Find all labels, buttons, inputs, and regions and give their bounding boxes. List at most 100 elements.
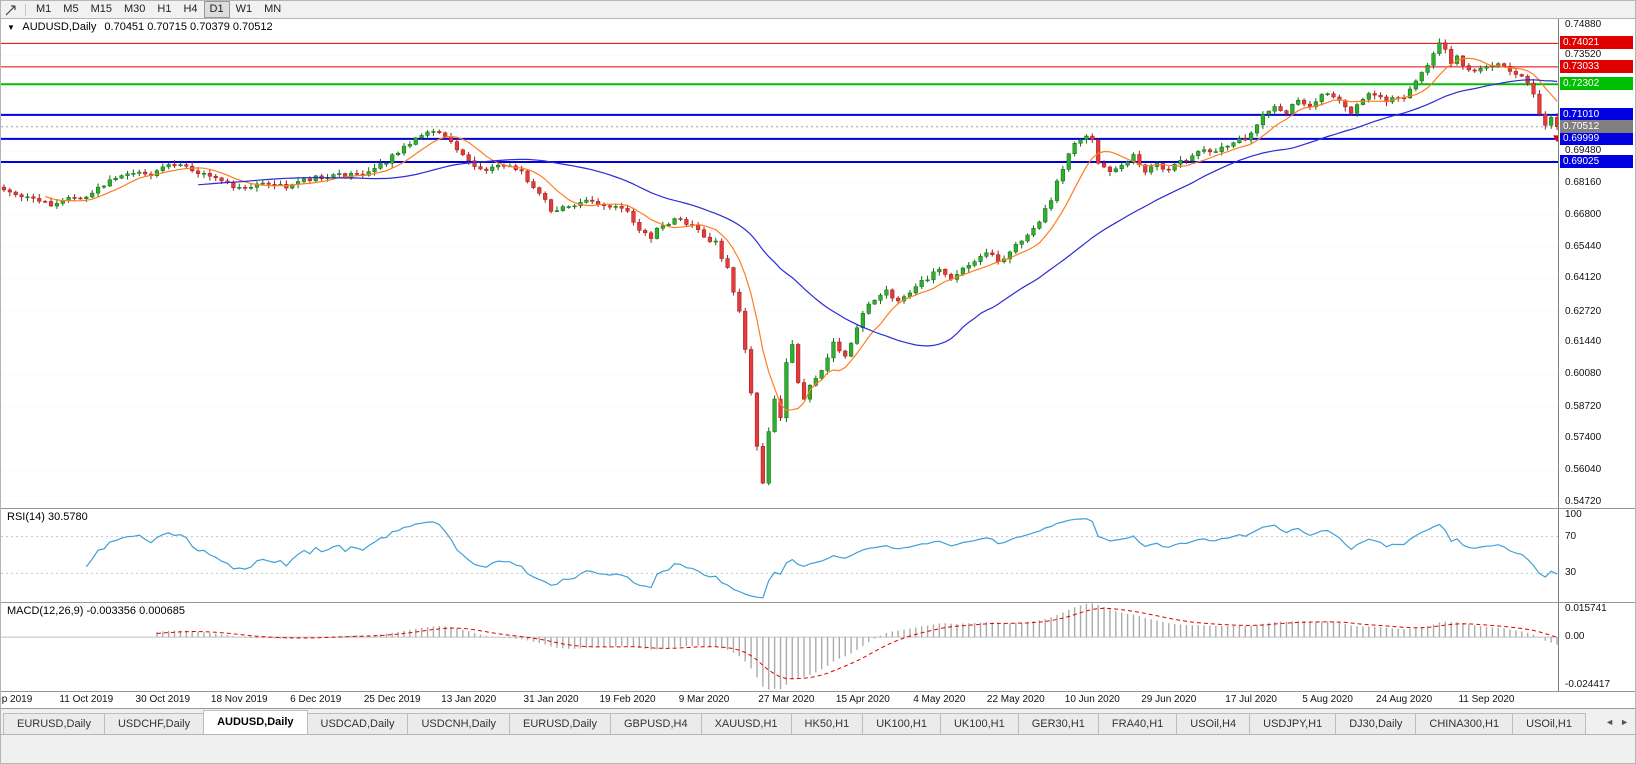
price-tick: 0.74880 bbox=[1565, 19, 1602, 30]
price-tick: 0.56040 bbox=[1565, 464, 1602, 476]
chart-tab-usdchf-daily[interactable]: USDCHF,Daily bbox=[103, 713, 205, 734]
tab-scroll-controls: ◄ ► bbox=[1599, 709, 1635, 734]
timeframe-m30-button[interactable]: M30 bbox=[123, 3, 146, 15]
tab-scroll-left-icon[interactable]: ◄ bbox=[1605, 716, 1615, 727]
chart-tab-usdcnh-daily[interactable]: USDCNH,Daily bbox=[407, 713, 511, 734]
rsi-tick: 100 bbox=[1565, 509, 1582, 520]
price-tick: 0.54720 bbox=[1565, 495, 1602, 507]
price-tick: 0.62720 bbox=[1565, 305, 1602, 317]
chart-tab-fra40-h1[interactable]: FRA40,H1 bbox=[1097, 713, 1178, 734]
price-tick: 0.73520 bbox=[1565, 49, 1602, 61]
macd-axis[interactable]: 0.015741 0.00 -0.024417 bbox=[1558, 603, 1635, 691]
chart-tab-usdcad-daily[interactable]: USDCAD,Daily bbox=[306, 713, 409, 734]
timeframe-m5-button[interactable]: M5 bbox=[63, 3, 79, 15]
timeframe-w1-button[interactable]: W1 bbox=[235, 3, 253, 15]
macd-indicator-panel: MACD(12,26,9) -0.003356 0.000685 0.01574… bbox=[1, 602, 1635, 691]
date-tick: 10 Jun 2020 bbox=[1064, 694, 1120, 705]
chart-tab-eurusd-daily[interactable]: EURUSD,Daily bbox=[509, 713, 611, 734]
timeframe-m15-button[interactable]: M15 bbox=[90, 3, 112, 15]
price-tick: 0.69480 bbox=[1565, 145, 1602, 157]
date-tick: 6 Dec 2019 bbox=[290, 694, 342, 705]
crosshair-tool-icon[interactable] bbox=[5, 4, 17, 16]
date-tick: 30 Oct 2019 bbox=[135, 694, 191, 705]
candlestick-chart[interactable] bbox=[1, 19, 1560, 508]
date-tick: 31 Jan 2020 bbox=[523, 694, 579, 705]
price-tick: 0.65440 bbox=[1565, 241, 1602, 253]
rsi-axis[interactable]: 100 70 30 bbox=[1558, 509, 1635, 602]
rsi-tick: 70 bbox=[1565, 530, 1577, 542]
price-tick: 0.58720 bbox=[1565, 400, 1602, 412]
chart-tab-bar: EURUSD,Daily USDCHF,Daily AUDUSD,Daily USDC… bbox=[1, 708, 1635, 734]
date-tick: 19 Feb 2020 bbox=[599, 694, 656, 705]
chart-tab-dj30-daily[interactable]: DJ30,Daily bbox=[1335, 713, 1417, 734]
date-tick: 11 Oct 2019 bbox=[59, 694, 114, 705]
chart-tab-uk100-h1[interactable]: UK100,H1 bbox=[939, 713, 1019, 734]
chart-tab-ger30-h1[interactable]: GER30,H1 bbox=[1017, 713, 1099, 734]
hline-price-label: 0.69025 bbox=[1560, 155, 1633, 169]
date-tick: 27 Mar 2020 bbox=[758, 694, 815, 705]
timeframe-m1-button[interactable]: M1 bbox=[36, 3, 52, 15]
time-axis[interactable]: 23 Sep 2019 11 Oct 2019 30 Oct 2019 18 Nov … bbox=[1, 691, 1635, 708]
rsi-chart[interactable] bbox=[1, 509, 1560, 601]
current-price-label: 0.70512 bbox=[1560, 119, 1633, 133]
chart-title: ▼ AUDUSD,Daily 0.70451 0.70715 0.70379 0… bbox=[7, 21, 278, 33]
date-tick: 15 Apr 2020 bbox=[835, 694, 890, 705]
price-chart-panel: ▼ AUDUSD,Daily 0.70451 0.70715 0.70379 0… bbox=[1, 19, 1635, 508]
date-tick: 11 Sep 2020 bbox=[1458, 694, 1515, 705]
price-tick: 0.68160 bbox=[1565, 176, 1602, 188]
chart-tab-uk100-h1[interactable]: UK100,H1 bbox=[862, 713, 941, 734]
rsi-label: RSI(14) 30.5780 bbox=[7, 511, 88, 523]
chart-tab-hk50-h1[interactable]: HK50,H1 bbox=[790, 713, 864, 734]
price-tick: 0.60080 bbox=[1565, 368, 1602, 380]
price-tick: 0.64120 bbox=[1565, 272, 1602, 284]
price-tick: 0.57400 bbox=[1565, 431, 1602, 443]
price-axis[interactable]: 0.748800.735200.721600.708000.694800.681… bbox=[1558, 19, 1635, 508]
price-tick: 0.66800 bbox=[1565, 208, 1602, 220]
date-tick: 24 Aug 2020 bbox=[1376, 694, 1433, 705]
hline-price-label: 0.72302 bbox=[1560, 77, 1633, 91]
chart-tab-usoil-h1[interactable]: USOil,H1 bbox=[1512, 713, 1586, 734]
timeframe-h4-button[interactable]: H4 bbox=[183, 3, 198, 15]
date-tick: 23 Sep 2019 bbox=[1, 694, 33, 705]
chart-tab-audusd-daily[interactable]: AUDUSD,Daily bbox=[203, 710, 308, 734]
chart-tab-china300-h1[interactable]: CHINA300,H1 bbox=[1415, 713, 1514, 734]
date-tick: 22 May 2020 bbox=[986, 694, 1045, 705]
timeframe-mn-button[interactable]: MN bbox=[264, 3, 282, 15]
date-tick: 18 Nov 2019 bbox=[210, 694, 268, 705]
chart-ohlc-values: 0.70451 0.70715 0.70379 0.70512 bbox=[104, 21, 273, 33]
rsi-tick: 30 bbox=[1565, 567, 1577, 579]
hline-price-label: 0.74021 bbox=[1560, 36, 1633, 50]
toolbar-divider bbox=[25, 3, 26, 16]
status-strip bbox=[1, 734, 1635, 763]
hline-price-label: 0.69999 bbox=[1560, 131, 1633, 145]
tab-scroll-right-icon[interactable]: ► bbox=[1620, 716, 1629, 727]
chart-menu-icon[interactable]: ▼ bbox=[7, 23, 15, 32]
chart-tab-usoil-h4[interactable]: USOil,H4 bbox=[1176, 713, 1251, 734]
date-tick: 17 Jul 2020 bbox=[1225, 694, 1277, 705]
chart-tabs: EURUSD,Daily USDCHF,Daily AUDUSD,Daily USDC… bbox=[1, 710, 1599, 734]
chart-tab-eurusd-daily[interactable]: EURUSD,Daily bbox=[3, 713, 105, 734]
macd-tick: 0.015741 bbox=[1565, 603, 1607, 614]
chart-tab-usdjpy-h1[interactable]: USDJPY,H1 bbox=[1249, 713, 1337, 734]
macd-tick: 0.00 bbox=[1565, 631, 1585, 643]
chart-symbol-label: AUDUSD,Daily bbox=[22, 21, 97, 33]
hline-price-label: 0.73033 bbox=[1560, 59, 1633, 73]
date-tick: 5 Aug 2020 bbox=[1302, 694, 1353, 705]
timeframe-buttons: M1 M5 M15 M30 H1 H4 D1 W1 MN bbox=[30, 1, 287, 18]
macd-label: MACD(12,26,9) -0.003356 0.000685 bbox=[7, 605, 185, 617]
macd-chart[interactable] bbox=[1, 603, 1560, 690]
date-tick: 13 Jan 2020 bbox=[441, 694, 497, 705]
timeframe-toolbar: M1 M5 M15 M30 H1 H4 D1 W1 MN bbox=[1, 1, 1635, 19]
hline-price-label: 0.71010 bbox=[1560, 107, 1633, 121]
date-tick: 4 May 2020 bbox=[913, 694, 966, 705]
date-tick: 25 Dec 2019 bbox=[363, 694, 421, 705]
price-tick: 0.61440 bbox=[1565, 336, 1602, 348]
chart-tab-gbpusd-h4[interactable]: GBPUSD,H4 bbox=[610, 713, 702, 734]
macd-tick: -0.024417 bbox=[1565, 679, 1611, 690]
timeframe-h1-button[interactable]: H1 bbox=[157, 3, 172, 15]
date-tick: 9 Mar 2020 bbox=[678, 694, 730, 705]
timeframe-d1-button[interactable]: D1 bbox=[203, 1, 230, 18]
rsi-indicator-panel: RSI(14) 30.5780 100 70 30 bbox=[1, 508, 1635, 602]
chart-tab-xauusd-h1[interactable]: XAUUSD,H1 bbox=[700, 713, 792, 734]
